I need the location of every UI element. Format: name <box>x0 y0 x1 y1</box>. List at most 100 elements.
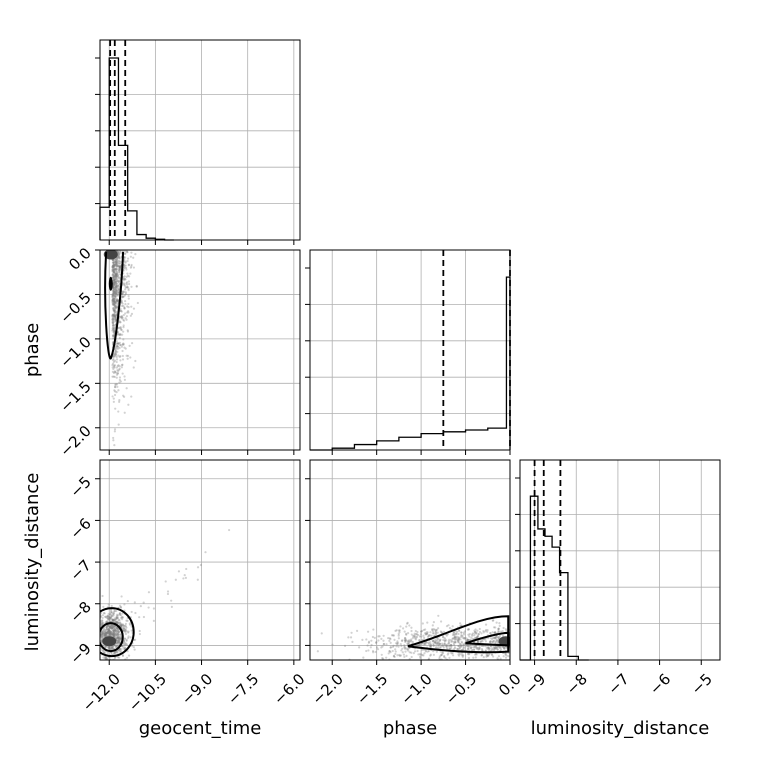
scatter-point <box>112 261 115 264</box>
scatter-point <box>471 665 473 667</box>
scatter-point <box>117 630 120 633</box>
scatter-point <box>116 636 120 639</box>
scatter-point <box>423 643 426 646</box>
scatter-point <box>120 626 124 629</box>
scatter-point <box>118 399 121 402</box>
scatter-point <box>392 655 396 658</box>
scatter-point <box>103 612 106 615</box>
scatter-point <box>106 630 109 633</box>
scatter-point <box>112 288 115 291</box>
scatter-point <box>101 633 104 636</box>
scatter-point <box>164 580 167 583</box>
scatter-point <box>115 267 118 270</box>
scatter-point <box>121 616 124 619</box>
scatter-point <box>118 611 121 615</box>
scatter-point <box>495 647 499 650</box>
scatter-point <box>467 653 470 656</box>
scatter-point <box>484 649 488 652</box>
scatter-point <box>112 355 115 358</box>
scatter-point <box>122 304 125 308</box>
scatter-point <box>408 640 412 643</box>
scatter-point <box>127 403 130 406</box>
scatter-point <box>147 606 150 609</box>
scatter-point <box>427 642 431 645</box>
scatter-point <box>465 637 468 640</box>
scatter-point <box>381 645 384 648</box>
scatter-point <box>480 640 483 643</box>
scatter-point <box>105 625 108 629</box>
scatter-point <box>122 628 125 631</box>
scatter-point <box>115 299 118 303</box>
scatter-point <box>101 614 105 617</box>
scatter-point <box>365 638 368 641</box>
scatter-point <box>126 286 129 289</box>
scatter-point <box>105 625 108 628</box>
scatter-point <box>436 627 440 630</box>
scatter-point <box>415 635 419 638</box>
scatter-point <box>110 660 112 662</box>
scatter-point <box>493 647 496 650</box>
scatter-point <box>113 624 116 628</box>
scatter-point <box>112 266 115 269</box>
scatter-point <box>400 639 404 642</box>
scatter-point <box>119 637 122 640</box>
scatter-point <box>106 630 110 634</box>
scatter-point <box>111 286 115 290</box>
scatter-point <box>116 641 119 645</box>
scatter-point <box>114 258 118 262</box>
scatter-point <box>104 631 107 634</box>
scatter-point <box>113 628 116 631</box>
scatter-point <box>120 328 123 332</box>
scatter-point <box>427 649 430 653</box>
scatter-point <box>410 655 413 659</box>
scatter-point <box>112 295 115 298</box>
scatter-point <box>133 648 136 651</box>
scatter-point <box>109 630 113 633</box>
scatter-point <box>459 666 461 668</box>
scatter-point <box>437 644 440 647</box>
scatter-point <box>493 646 496 650</box>
scatter-point <box>118 355 121 359</box>
scatter-point <box>116 278 119 281</box>
scatter-point <box>116 644 119 647</box>
scatter-point <box>117 632 120 635</box>
scatter-point <box>109 626 112 629</box>
scatter-point <box>114 268 117 271</box>
scatter-point <box>105 632 108 635</box>
scatter-point <box>444 638 447 641</box>
scatter-point <box>112 633 115 637</box>
scatter-point <box>438 642 442 645</box>
scatter-point <box>116 286 119 289</box>
scatter-point <box>394 652 397 656</box>
scatter-point <box>446 633 450 636</box>
scatter-point <box>121 343 124 347</box>
scatter-point <box>349 636 353 639</box>
scatter-point <box>114 631 117 634</box>
scatter-point <box>116 263 119 266</box>
scatter-point <box>470 646 473 649</box>
scatter-point <box>125 268 128 271</box>
scatter-point <box>114 288 117 291</box>
scatter-point <box>112 663 114 665</box>
scatter-point <box>382 634 385 637</box>
scatter-point <box>112 283 116 286</box>
scatter-point <box>413 650 417 653</box>
scatter-point <box>124 632 128 636</box>
scatter-point <box>110 646 113 649</box>
scatter-point <box>398 653 401 657</box>
scatter-point <box>388 639 391 642</box>
scatter-point <box>431 639 434 642</box>
scatter-point <box>477 647 480 650</box>
scatter-point <box>495 621 498 624</box>
scatter-point <box>101 636 104 639</box>
scatter-point <box>122 343 125 346</box>
scatter-point <box>112 300 115 303</box>
scatter-point <box>467 646 470 649</box>
scatter-point <box>105 625 108 629</box>
scatter-point <box>403 638 406 641</box>
scatter-point <box>467 644 470 648</box>
scatter-point <box>114 620 118 624</box>
x-tick-label-geocent-time: −6.0 <box>270 670 308 708</box>
scatter-point <box>406 621 409 624</box>
